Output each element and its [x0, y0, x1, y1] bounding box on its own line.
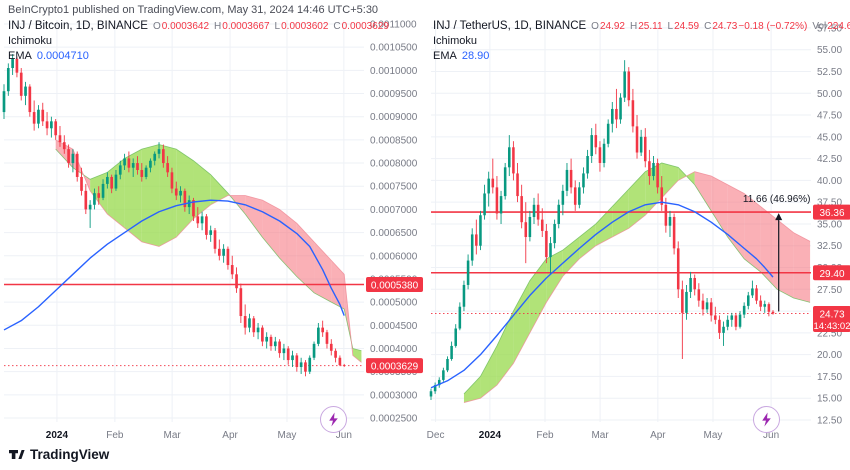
- y-tick-label: 55.00: [817, 45, 842, 56]
- chart-panel-inj-usdt[interactable]: INJ / TetherUS, 1D, BINANCE O24.92 H25.11 L…: [425, 18, 850, 442]
- price-axis[interactable]: 57.50 55.00 52.50 50.00 47.50 45.00 42.50 40.00…: [817, 23, 842, 426]
- range-annotation[interactable]: 11.66 (46.96%): [743, 194, 811, 312]
- y-tick-label: 0.0008500: [370, 135, 418, 146]
- price-badge-label: 24.73: [819, 309, 844, 320]
- y-tick-label: 20.00: [817, 350, 842, 361]
- y-tick-label: 0.0005000: [370, 298, 418, 309]
- x-month-label: May: [704, 430, 723, 441]
- ichimoku-cloud: [463, 162, 811, 403]
- drawn-price-lines[interactable]: [431, 211, 811, 314]
- x-month-label: Jun: [763, 430, 779, 441]
- tradingview-logo-icon: [9, 450, 25, 459]
- price-chart-inj-usdt[interactable]: 11.66 (46.96%) 57.50 55.00 52.50 50.00 47.50 4…: [425, 18, 850, 442]
- chart-panel-inj-btc[interactable]: INJ / Bitcoin, 1D, BINANCE O0.0003642 H0.0…: [0, 18, 425, 442]
- x-month-label: Apr: [650, 430, 666, 441]
- y-tick-label: 47.50: [817, 111, 842, 122]
- y-tick-label: 0.0007500: [370, 182, 418, 193]
- y-tick-label: 57.50: [817, 23, 842, 34]
- y-tick-label: 0.0011000: [370, 19, 417, 30]
- y-tick-label: 0.0006500: [370, 228, 418, 239]
- tradingview-footer[interactable]: TradingView: [8, 446, 109, 463]
- y-tick-label: 0.0003000: [370, 390, 418, 401]
- price-badge-label: 0.0005380: [371, 281, 419, 292]
- grid-lines: [4, 20, 364, 422]
- boost-button[interactable]: [320, 406, 347, 433]
- y-tick-label: 0.0008000: [370, 159, 418, 170]
- y-tick-label: 0.0010500: [370, 43, 418, 54]
- y-tick-label: 0.0002500: [370, 414, 418, 425]
- y-tick-label: 22.50: [817, 328, 842, 339]
- ema-line: [430, 201, 774, 389]
- y-tick-label: 0.0006000: [370, 251, 418, 262]
- lightning-icon: [762, 412, 771, 427]
- x-month-label: Dec: [427, 430, 445, 441]
- price-badge-label: 36.36: [819, 208, 844, 219]
- boost-button[interactable]: [753, 406, 780, 433]
- y-tick-label: 37.50: [817, 198, 842, 209]
- price-badges: 0.0005380 0.0003629: [366, 277, 423, 374]
- candlesticks: [2, 54, 346, 377]
- y-tick-label: 27.50: [817, 285, 842, 296]
- y-tick-label: 35.00: [817, 219, 842, 230]
- attribution-text: BeInCrypto1 published on TradingView.com…: [8, 4, 379, 16]
- x-month-label: 2024: [479, 430, 502, 441]
- x-month-label: Feb: [106, 430, 124, 441]
- y-tick-label: 0.0010000: [370, 66, 418, 77]
- y-tick-label: 0.0009000: [370, 112, 418, 123]
- drawn-price-lines[interactable]: [4, 283, 364, 367]
- lightning-icon: [329, 412, 338, 427]
- x-month-label: Mar: [164, 430, 182, 441]
- y-tick-label: 15.00: [817, 394, 842, 405]
- y-tick-label: 0.0004500: [370, 321, 418, 332]
- time-axis[interactable]: 2024 Feb Mar Apr May Jun: [46, 430, 352, 441]
- ema-line: [3, 199, 345, 331]
- y-tick-label: 0.0004000: [370, 344, 418, 355]
- candlesticks: [429, 60, 775, 400]
- x-month-label: Jun: [336, 430, 352, 441]
- price-badge-label: 0.0003629: [371, 362, 419, 373]
- y-tick-label: 40.00: [817, 176, 842, 187]
- x-month-label: May: [278, 430, 297, 441]
- x-month-label: Apr: [222, 430, 238, 441]
- time-axis[interactable]: Dec 2024 Feb Mar Apr May Jun: [427, 430, 780, 441]
- ichimoku-cloud: [55, 139, 362, 363]
- price-badge-label: 29.40: [819, 269, 844, 280]
- price-badge-countdown: 14:43:02: [814, 321, 850, 332]
- y-tick-label: 52.50: [817, 67, 842, 78]
- y-tick-label: 50.00: [817, 89, 842, 100]
- tradingview-brand-text: TradingView: [30, 447, 110, 462]
- x-month-label: Mar: [591, 430, 609, 441]
- x-month-label: Feb: [536, 430, 554, 441]
- y-tick-label: 42.50: [817, 154, 842, 165]
- y-tick-label: 32.50: [817, 241, 842, 252]
- range-annotation-label: 11.66 (46.96%): [743, 194, 811, 205]
- y-tick-label: 17.50: [817, 372, 842, 383]
- y-tick-label: 0.0007000: [370, 205, 418, 216]
- y-tick-label: 0.0009500: [370, 89, 418, 100]
- price-chart-inj-btc[interactable]: 0.0011000 0.0010500 0.0010000 0.0009500 0.00…: [0, 18, 425, 442]
- y-tick-label: 12.50: [817, 415, 842, 426]
- x-month-label: 2024: [46, 430, 69, 441]
- y-tick-label: 45.00: [817, 132, 842, 143]
